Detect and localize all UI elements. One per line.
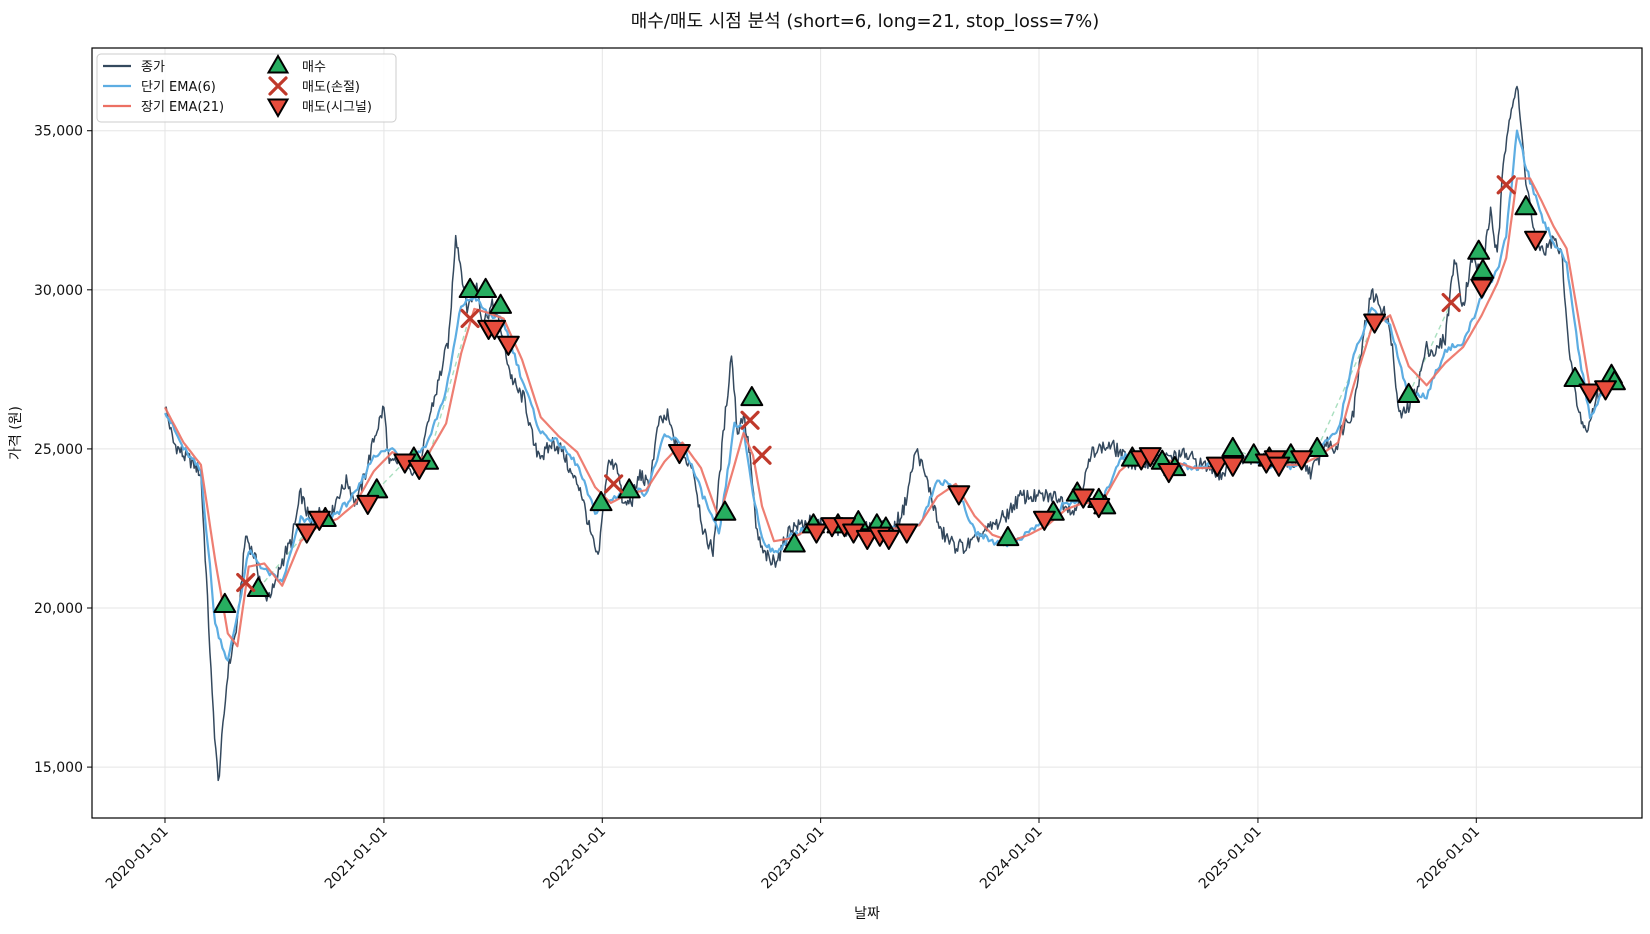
legend-item: 종가 — [103, 60, 165, 75]
buy-marker — [474, 277, 498, 298]
y-tick-label: 25,000 — [34, 442, 83, 458]
sell-signal-marker — [1363, 313, 1387, 334]
y-tick-label: 20,000 — [34, 601, 83, 617]
sell-signal-marker — [1290, 450, 1314, 471]
stop-loss-marker — [740, 410, 760, 430]
hold-segment — [426, 324, 468, 462]
legend-item: 매도(손절) — [268, 76, 360, 96]
buy-marker — [1563, 366, 1587, 388]
buy-marker — [1221, 436, 1245, 458]
y-tick-label: 15,000 — [34, 760, 83, 776]
sell-signal-marker — [668, 443, 691, 465]
legend-item: 장기 EMA(21) — [103, 100, 224, 115]
legend-sell-swatch — [266, 98, 290, 119]
sell-signal-marker — [407, 459, 431, 480]
sell-signal-marker — [1594, 380, 1617, 401]
legend-item: 매도(시그널) — [266, 98, 372, 119]
buy-marker — [589, 491, 613, 512]
stop-loss-marker — [604, 474, 624, 494]
sell-signal-marker — [1205, 456, 1229, 477]
legend-label: 장기 EMA(21) — [141, 100, 224, 115]
buy-marker — [996, 526, 1020, 547]
sell-signal-marker — [877, 529, 901, 550]
legend-label: 매도(시그널) — [302, 100, 372, 115]
sell-signal-marker — [947, 485, 971, 506]
buy-marker — [458, 277, 482, 298]
legend-item: 단기 EMA(6) — [103, 80, 216, 95]
sell-signal-marker — [483, 319, 507, 340]
sell-signal-marker — [496, 335, 520, 356]
buy-marker — [1397, 382, 1421, 403]
y-axis-label: 가격 (원) — [8, 406, 24, 460]
buy-marker — [1514, 195, 1538, 216]
y-tick-label: 30,000 — [34, 283, 83, 299]
hold-segment — [1408, 302, 1452, 396]
sell-signal-marker — [307, 510, 331, 531]
sell-signal-marker — [1267, 456, 1291, 477]
sell-signal-marker — [356, 494, 380, 515]
sell-signal-marker — [1157, 463, 1181, 484]
buy-marker — [1471, 258, 1495, 279]
chart-title: 매수/매도 시점 분석 (short=6, long=21, stop_loss… — [631, 11, 1100, 32]
sell-signal-marker — [1032, 510, 1056, 531]
buy-marker — [713, 500, 737, 521]
sell-signal-marker — [295, 523, 319, 544]
sell-signal-marker — [1524, 230, 1547, 251]
stop-loss-marker — [1441, 292, 1461, 313]
sell-signal-marker — [1470, 278, 1494, 299]
stop-loss-marker — [236, 572, 256, 593]
sell-signal-marker — [1138, 447, 1162, 468]
sell-signal-marker — [855, 529, 879, 550]
plot-frame — [91, 47, 1643, 819]
sell-signal-marker — [895, 523, 919, 544]
stop-loss-marker — [1496, 175, 1516, 195]
sell-signal-marker — [805, 523, 828, 544]
legend-item: 매수 — [266, 53, 326, 75]
legend-label: 매도(손절) — [302, 80, 360, 95]
hold-segment — [376, 461, 406, 491]
buy-marker — [213, 592, 237, 613]
stop-loss-marker — [460, 308, 480, 329]
marker-layer — [213, 175, 1626, 613]
buy-marker — [617, 478, 641, 499]
legend-label: 종가 — [141, 60, 165, 75]
sell-signal-marker — [1578, 383, 1602, 404]
legend-buy-swatch — [266, 53, 290, 74]
buy-marker — [489, 293, 513, 314]
sell-signal-marker — [1087, 498, 1111, 519]
legend-box — [96, 53, 397, 123]
grid-layer — [92, 48, 1642, 818]
stop-loss-marker — [752, 445, 772, 465]
buy-marker — [782, 532, 806, 553]
legend-label: 단기 EMA(6) — [141, 80, 216, 95]
sell-signal-marker — [1221, 456, 1245, 477]
y-tick-label: 35,000 — [34, 124, 83, 140]
buy-marker — [740, 386, 764, 407]
legend-stop-swatch — [268, 76, 288, 96]
buy-marker — [1467, 239, 1491, 260]
legend-label: 매수 — [302, 60, 326, 75]
x-axis-label: 날짜 — [854, 906, 880, 922]
